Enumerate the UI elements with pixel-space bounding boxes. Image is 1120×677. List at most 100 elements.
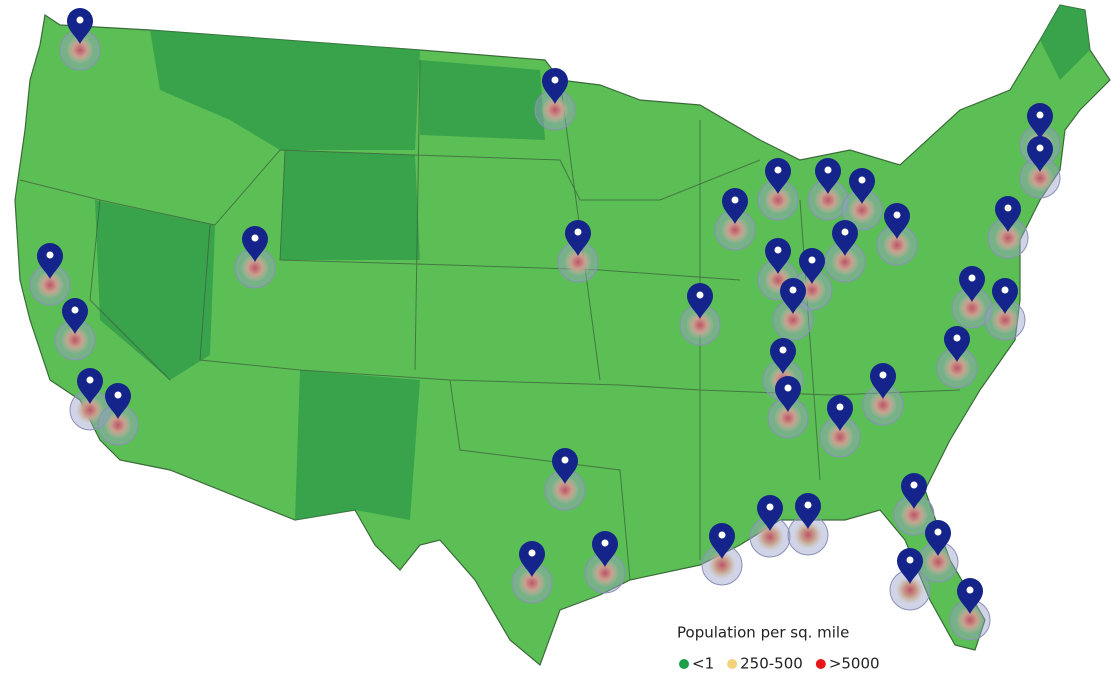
pin-dot — [804, 501, 812, 509]
pin — [897, 548, 923, 584]
pin — [832, 220, 858, 256]
pin — [105, 383, 131, 419]
pin-dot — [251, 234, 259, 242]
city — [994, 224, 1022, 252]
city — [541, 96, 569, 124]
pin — [925, 520, 951, 556]
pin-dot — [561, 456, 569, 464]
pin-dot — [953, 334, 961, 342]
pin — [995, 196, 1021, 232]
pin — [542, 68, 568, 104]
pin-dot — [893, 211, 901, 219]
pin — [242, 226, 268, 262]
pin-dot — [731, 196, 739, 204]
city — [814, 186, 842, 214]
pin-dot — [858, 176, 866, 184]
pin-dot — [774, 246, 782, 254]
city — [883, 231, 911, 259]
city — [721, 216, 749, 244]
pin-dot — [1036, 144, 1044, 152]
city — [869, 391, 897, 419]
legend-swatch — [727, 659, 738, 669]
city — [518, 569, 546, 597]
pin-dot — [779, 346, 787, 354]
pin-dot — [528, 549, 536, 557]
city — [831, 248, 859, 276]
pin-dot — [551, 76, 559, 84]
pin-dot — [836, 403, 844, 411]
pin-dot — [966, 586, 974, 594]
city — [896, 576, 924, 604]
pin — [799, 248, 825, 284]
legend-swatch — [815, 659, 826, 669]
pin — [944, 326, 970, 362]
city — [956, 606, 984, 634]
city — [900, 501, 928, 529]
city — [924, 548, 952, 576]
city — [756, 523, 784, 551]
pin-dot — [71, 306, 79, 314]
pin — [992, 278, 1018, 314]
density-patches — [95, 5, 1090, 520]
legend: <1 250-500 >5000 — [679, 655, 880, 673]
pin-dot — [86, 376, 94, 384]
pin-dot — [824, 166, 832, 174]
pin — [687, 283, 713, 319]
pin — [770, 338, 796, 374]
city — [1026, 164, 1054, 192]
city — [794, 521, 822, 549]
pin — [884, 203, 910, 239]
pin — [957, 578, 983, 614]
pin-dot — [841, 228, 849, 236]
pin-dot — [968, 274, 976, 282]
city — [779, 306, 807, 334]
pin — [709, 523, 735, 559]
pin — [519, 541, 545, 577]
city — [958, 294, 986, 322]
pin-dot — [114, 391, 122, 399]
city — [66, 36, 94, 64]
city — [61, 326, 89, 354]
pin — [765, 158, 791, 194]
pins — [29, 8, 1061, 641]
pin — [67, 8, 93, 44]
legend-label: <1 — [692, 655, 714, 673]
pin-dot — [1001, 286, 1009, 294]
city — [826, 423, 854, 451]
pin-dot — [1004, 204, 1012, 212]
city — [848, 196, 876, 224]
pin — [552, 448, 578, 484]
pin — [815, 158, 841, 194]
pin — [722, 188, 748, 224]
pin-dot — [789, 286, 797, 294]
pin — [765, 238, 791, 274]
pin — [757, 495, 783, 531]
pin-dot — [879, 371, 887, 379]
city — [76, 396, 104, 424]
pin-dot — [601, 539, 609, 547]
pin — [77, 368, 103, 404]
city — [764, 186, 792, 214]
state-borders — [19, 59, 961, 581]
city — [708, 551, 736, 579]
pin — [1027, 103, 1053, 139]
pin — [901, 473, 927, 509]
pin-dot — [774, 166, 782, 174]
pin — [780, 278, 806, 314]
city — [564, 248, 592, 276]
pin — [62, 298, 88, 334]
cities — [36, 36, 1054, 634]
pin-dot — [1036, 111, 1044, 119]
pin-dot — [766, 503, 774, 511]
city — [241, 254, 269, 282]
pin-dot — [76, 16, 84, 24]
pin-dot — [696, 291, 704, 299]
city — [591, 559, 619, 587]
legend-label: 250-500 — [740, 655, 803, 673]
pin — [37, 243, 63, 279]
city — [774, 404, 802, 432]
city — [36, 271, 64, 299]
pin — [827, 395, 853, 431]
